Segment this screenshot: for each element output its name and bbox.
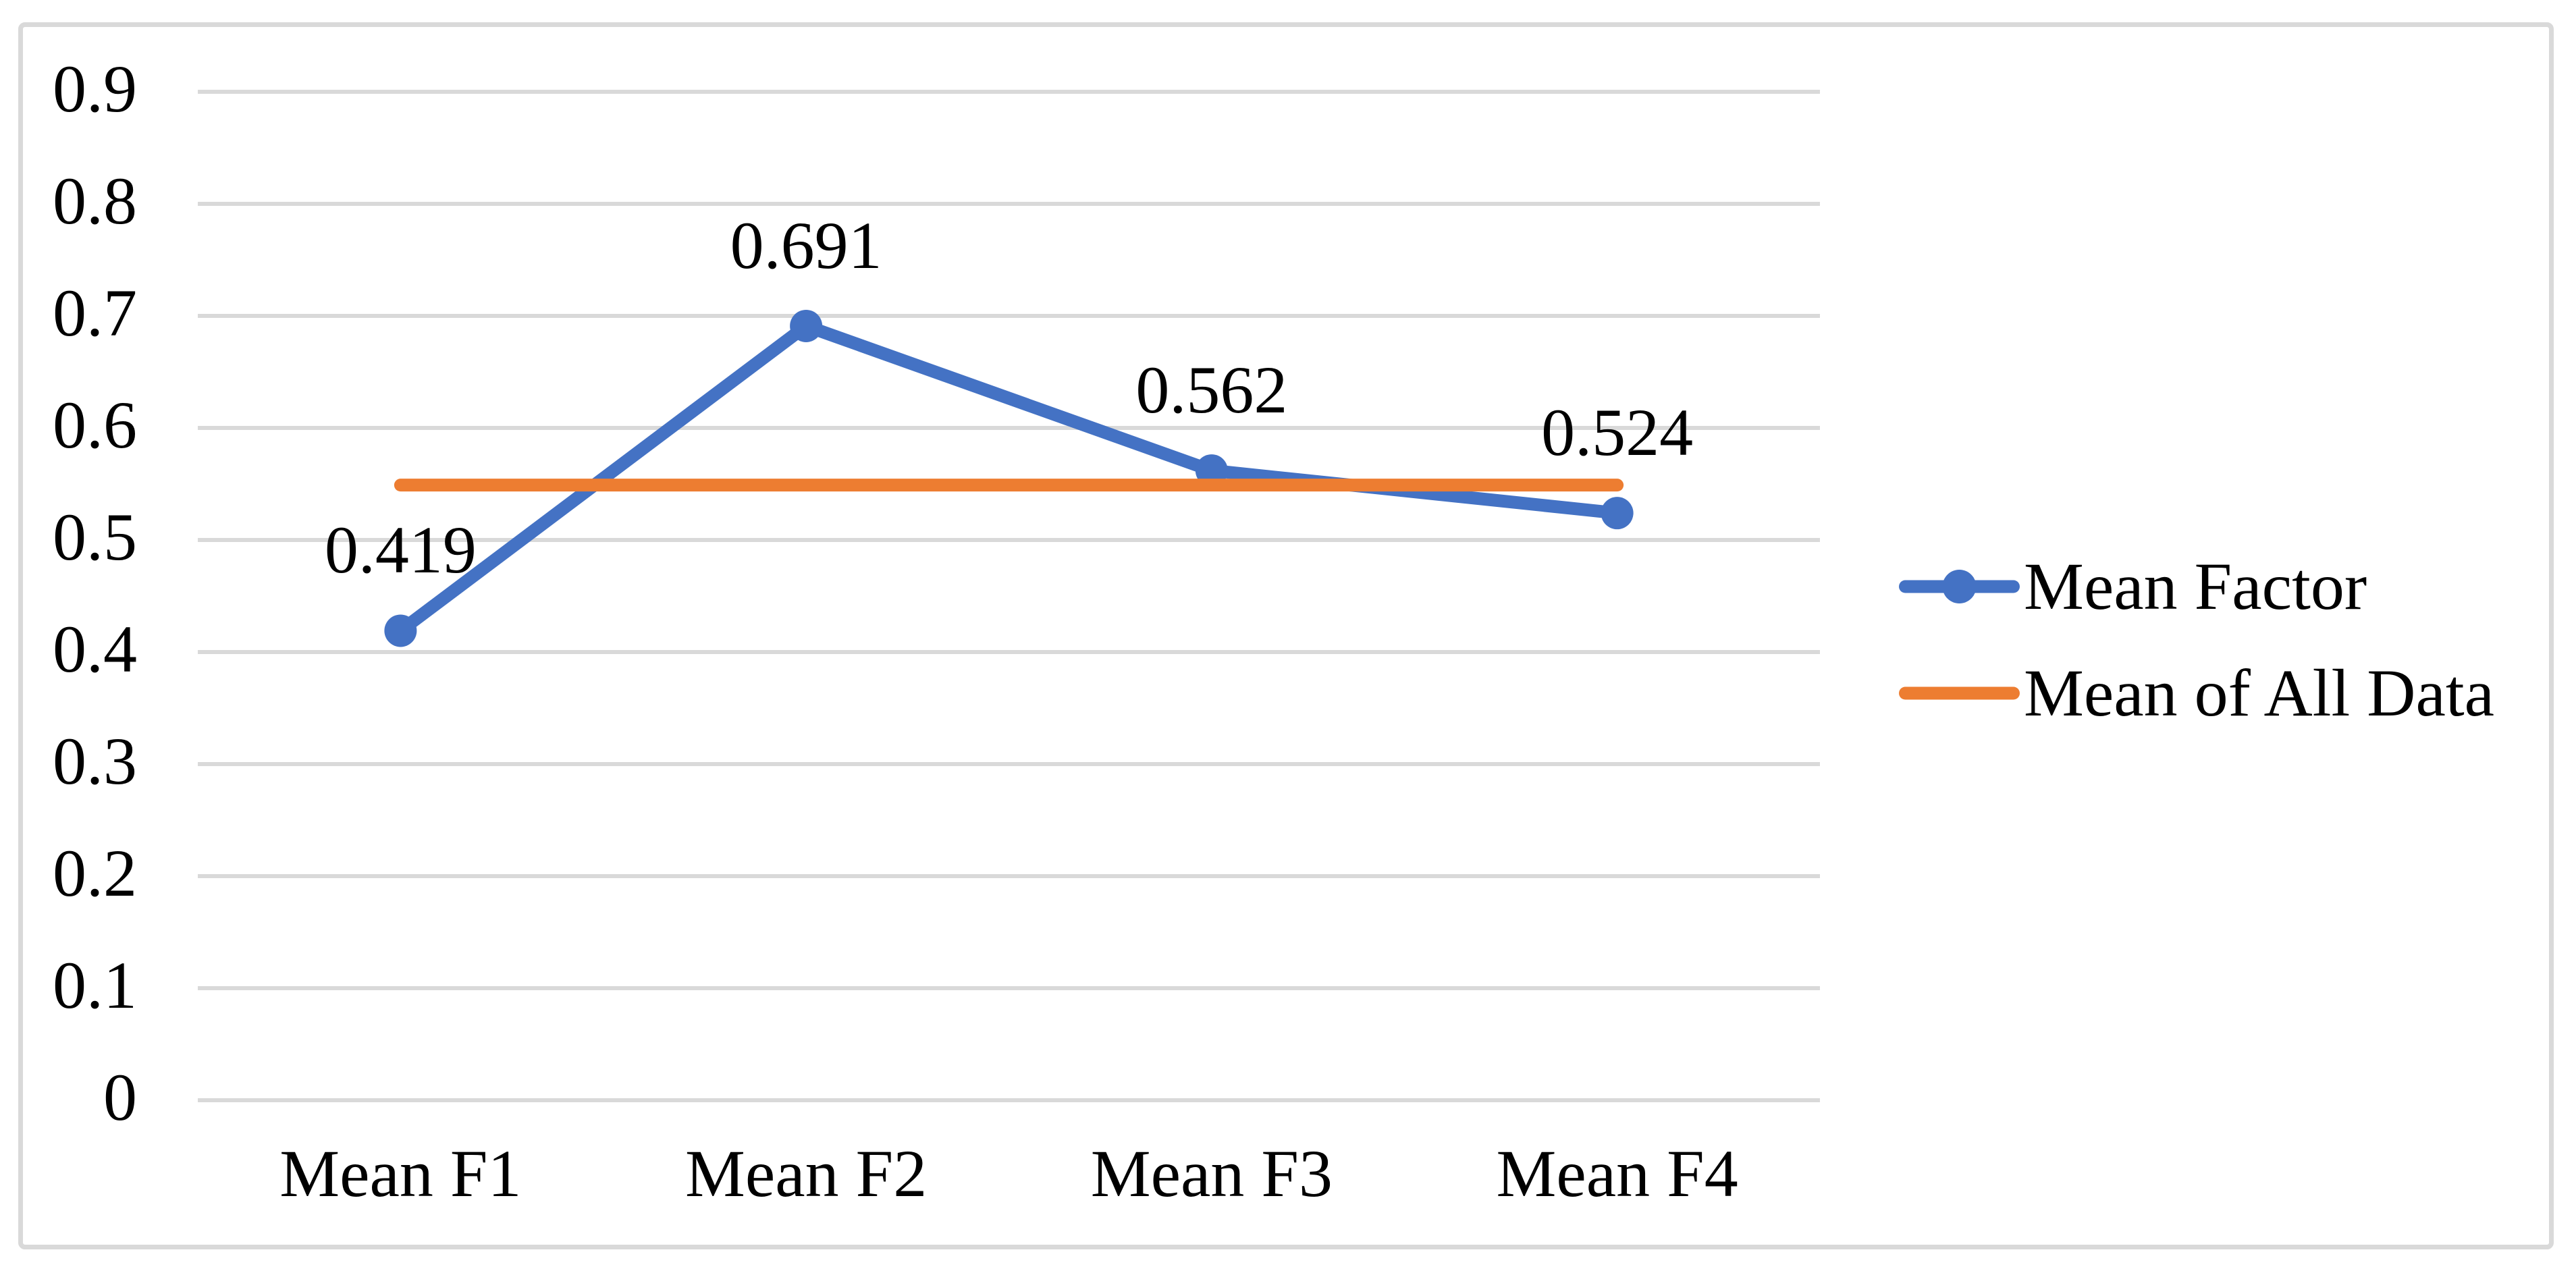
x-category-label: Mean F4 xyxy=(1496,1136,1738,1211)
legend-item-label: Mean of All Data xyxy=(2024,655,2495,730)
x-category-label: Mean F2 xyxy=(685,1136,928,1211)
x-category-label: Mean F1 xyxy=(279,1136,522,1211)
legend-line-marker-swatch-icon xyxy=(1899,570,2020,603)
y-tick-label: 0.6 xyxy=(53,387,137,462)
chart-border xyxy=(18,22,2554,1249)
legend-item-label: Mean Factor xyxy=(2024,549,2367,624)
y-tick-label: 0.9 xyxy=(53,51,137,126)
y-tick-label: 0.7 xyxy=(53,275,137,350)
data-label: 0.524 xyxy=(1541,395,1694,470)
legend-line-swatch-icon xyxy=(1899,686,2020,700)
legend-item: Mean Factor xyxy=(1899,546,2367,627)
y-tick-label: 0.8 xyxy=(53,163,137,238)
data-point-marker xyxy=(790,309,823,342)
data-point-marker xyxy=(384,614,417,647)
y-tick-label: 0.5 xyxy=(53,499,137,574)
y-tick-label: 0.1 xyxy=(53,948,137,1023)
legend-item: Mean of All Data xyxy=(1899,653,2494,734)
series-mean-factor-line xyxy=(394,319,1624,637)
data-label: 0.691 xyxy=(730,207,882,283)
y-tick-label: 0.2 xyxy=(53,836,137,911)
y-tick-label: 0 xyxy=(103,1060,137,1135)
data-point-marker xyxy=(1195,454,1228,487)
data-label: 0.419 xyxy=(324,512,477,588)
x-category-label: Mean F3 xyxy=(1090,1136,1333,1211)
data-label: 0.562 xyxy=(1135,352,1288,428)
data-point-marker xyxy=(1601,497,1634,530)
y-tick-label: 0.4 xyxy=(53,612,137,686)
y-tick-label: 0.3 xyxy=(53,724,137,799)
